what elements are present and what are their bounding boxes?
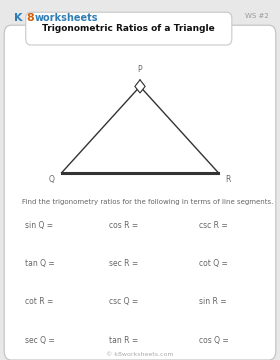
Text: P: P	[138, 65, 142, 74]
Text: © k8worksheets.com: © k8worksheets.com	[106, 352, 174, 357]
Text: cos R =: cos R =	[109, 221, 138, 230]
Text: cot Q =: cot Q =	[199, 259, 228, 268]
Text: sec Q =: sec Q =	[25, 336, 55, 345]
FancyBboxPatch shape	[4, 25, 276, 360]
Text: worksheets: worksheets	[34, 13, 98, 23]
Text: csc Q =: csc Q =	[109, 297, 138, 306]
Text: sin Q =: sin Q =	[25, 221, 53, 230]
Text: 8: 8	[27, 13, 34, 23]
Text: K: K	[14, 13, 22, 23]
Text: WS #2: WS #2	[245, 13, 269, 19]
Text: tan Q =: tan Q =	[25, 259, 55, 268]
Text: sin R =: sin R =	[199, 297, 227, 306]
Polygon shape	[135, 80, 145, 93]
Text: Find the trigonometry ratios for the following in terms of line segments.: Find the trigonometry ratios for the fol…	[22, 199, 274, 205]
Text: Q: Q	[49, 175, 55, 184]
Text: Trigonometric Ratios of a Triangle: Trigonometric Ratios of a Triangle	[43, 24, 215, 33]
Text: tan R =: tan R =	[109, 336, 138, 345]
Text: cos Q =: cos Q =	[199, 336, 228, 345]
Text: cot R =: cot R =	[25, 297, 53, 306]
Text: sec R =: sec R =	[109, 259, 138, 268]
FancyBboxPatch shape	[26, 12, 232, 45]
Text: csc R =: csc R =	[199, 221, 228, 230]
Text: R: R	[225, 175, 231, 184]
